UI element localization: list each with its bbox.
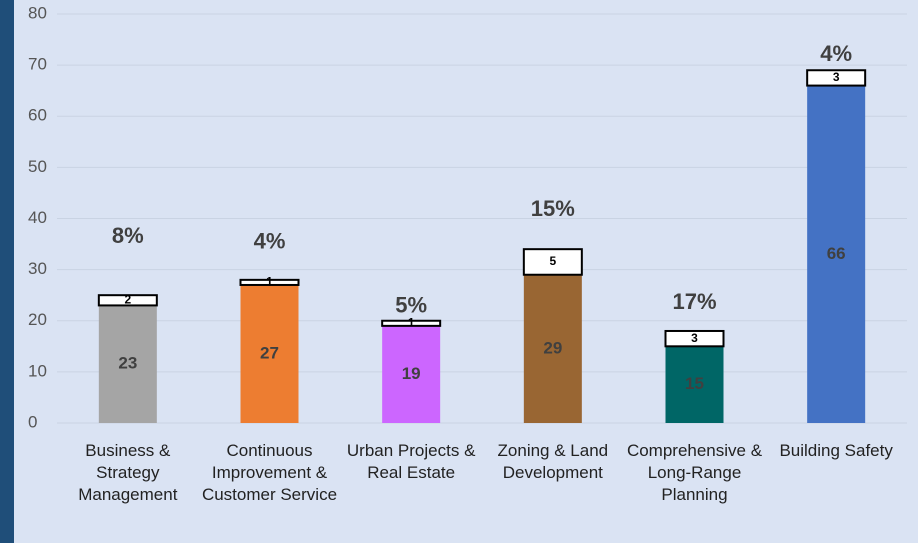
y-tick-label: 10 (28, 361, 47, 380)
value-label: 1 (408, 315, 415, 329)
bar-segment (522, 248, 583, 276)
bar-segment (523, 274, 582, 423)
y-tick-label: 50 (28, 157, 47, 176)
value-label: 15 (685, 374, 704, 393)
y-tick-label: 40 (28, 208, 47, 227)
value-label: 27 (260, 343, 279, 362)
plot-background (14, 0, 918, 543)
value-label: 5 (549, 254, 556, 268)
bar-segment (664, 329, 725, 348)
bar-segment (665, 346, 724, 423)
value-label: 1 (266, 275, 273, 289)
y-tick-label: 20 (28, 310, 47, 329)
y-tick-label: 0 (28, 412, 37, 431)
y-tick-label: 30 (28, 259, 47, 278)
x-tick-label: Zoning & Land Development (497, 441, 609, 482)
x-tick-label: Building Safety (779, 441, 893, 460)
y-tick-label: 60 (28, 106, 47, 125)
value-label: 66 (827, 244, 846, 263)
bar-segment (239, 278, 300, 286)
annotation: 4% (254, 229, 286, 254)
annotation: 8% (112, 223, 144, 248)
value-label: 29 (543, 338, 562, 357)
value-label: 19 (402, 364, 421, 383)
bar-segment (381, 319, 442, 327)
value-label: 2 (124, 292, 131, 306)
x-tick-label: Urban Projects & Real Estate (346, 441, 476, 482)
x-tick-label: Comprehensive & Long-Range Planning (626, 441, 763, 504)
bar-segment (98, 305, 157, 423)
bar-segment (807, 85, 866, 423)
value-label: 23 (118, 354, 137, 373)
x-tick-label: Business & Strategy Management (78, 441, 178, 504)
y-tick-label: 70 (28, 55, 47, 74)
annotation: 4% (820, 41, 852, 66)
value-label: 3 (833, 70, 840, 84)
bar-segment (240, 284, 299, 423)
bar-segment (97, 294, 158, 307)
value-label: 3 (691, 331, 698, 345)
bar-segment (806, 69, 867, 87)
annotation: 5% (395, 293, 427, 318)
x-tick-label: Continuous Improvement & Customer Servic… (201, 441, 338, 504)
y-tick-label: 80 (28, 3, 47, 22)
annotation: 15% (531, 196, 575, 221)
bar-segment (382, 325, 441, 423)
annotation: 17% (672, 289, 716, 314)
